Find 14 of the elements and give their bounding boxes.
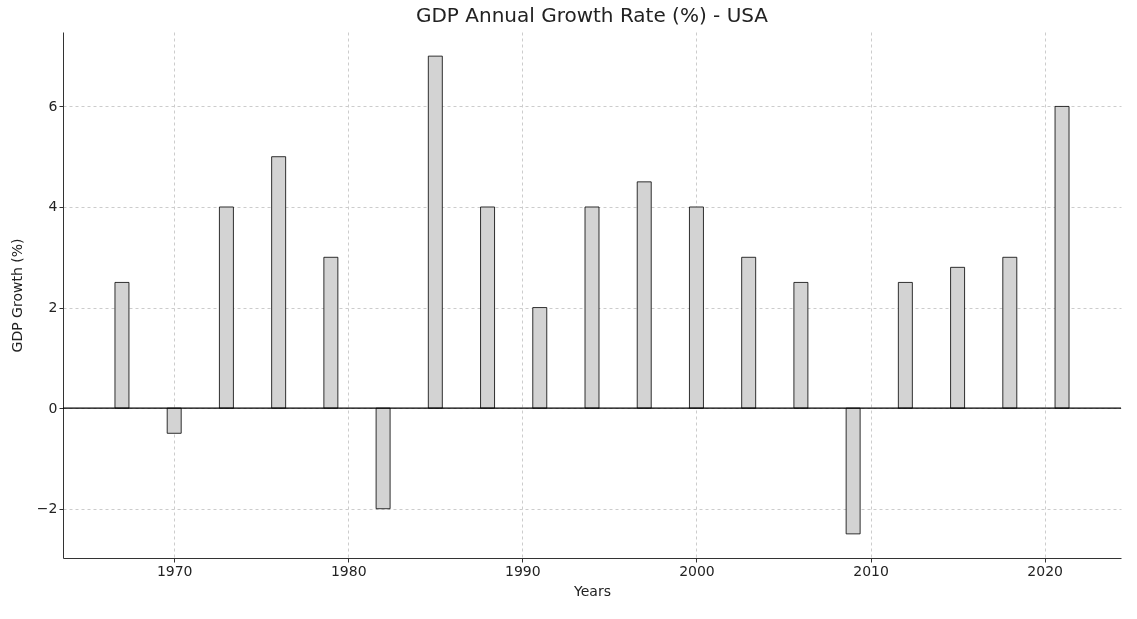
y-tick-label: 6 <box>48 97 58 114</box>
y-tick-label: −2 <box>36 500 58 517</box>
x-tick-label: 1990 <box>505 562 541 579</box>
chart-title: GDP Annual Growth Rate (%) - USA <box>415 3 769 27</box>
x-tick-label: 2010 <box>853 562 889 579</box>
y-axis-title: GDP Growth (%) <box>8 238 25 353</box>
y-tick-label: 4 <box>48 198 58 215</box>
x-tick-label: 1970 <box>156 562 193 579</box>
x-axis-title: Years <box>573 582 611 599</box>
y-tick-label: 0 <box>48 399 58 416</box>
x-tick-label: 2000 <box>679 562 715 579</box>
x-tick-label: 1980 <box>330 562 367 579</box>
x-tick-label: 2020 <box>1027 562 1063 579</box>
y-tick-label: 2 <box>48 299 58 316</box>
